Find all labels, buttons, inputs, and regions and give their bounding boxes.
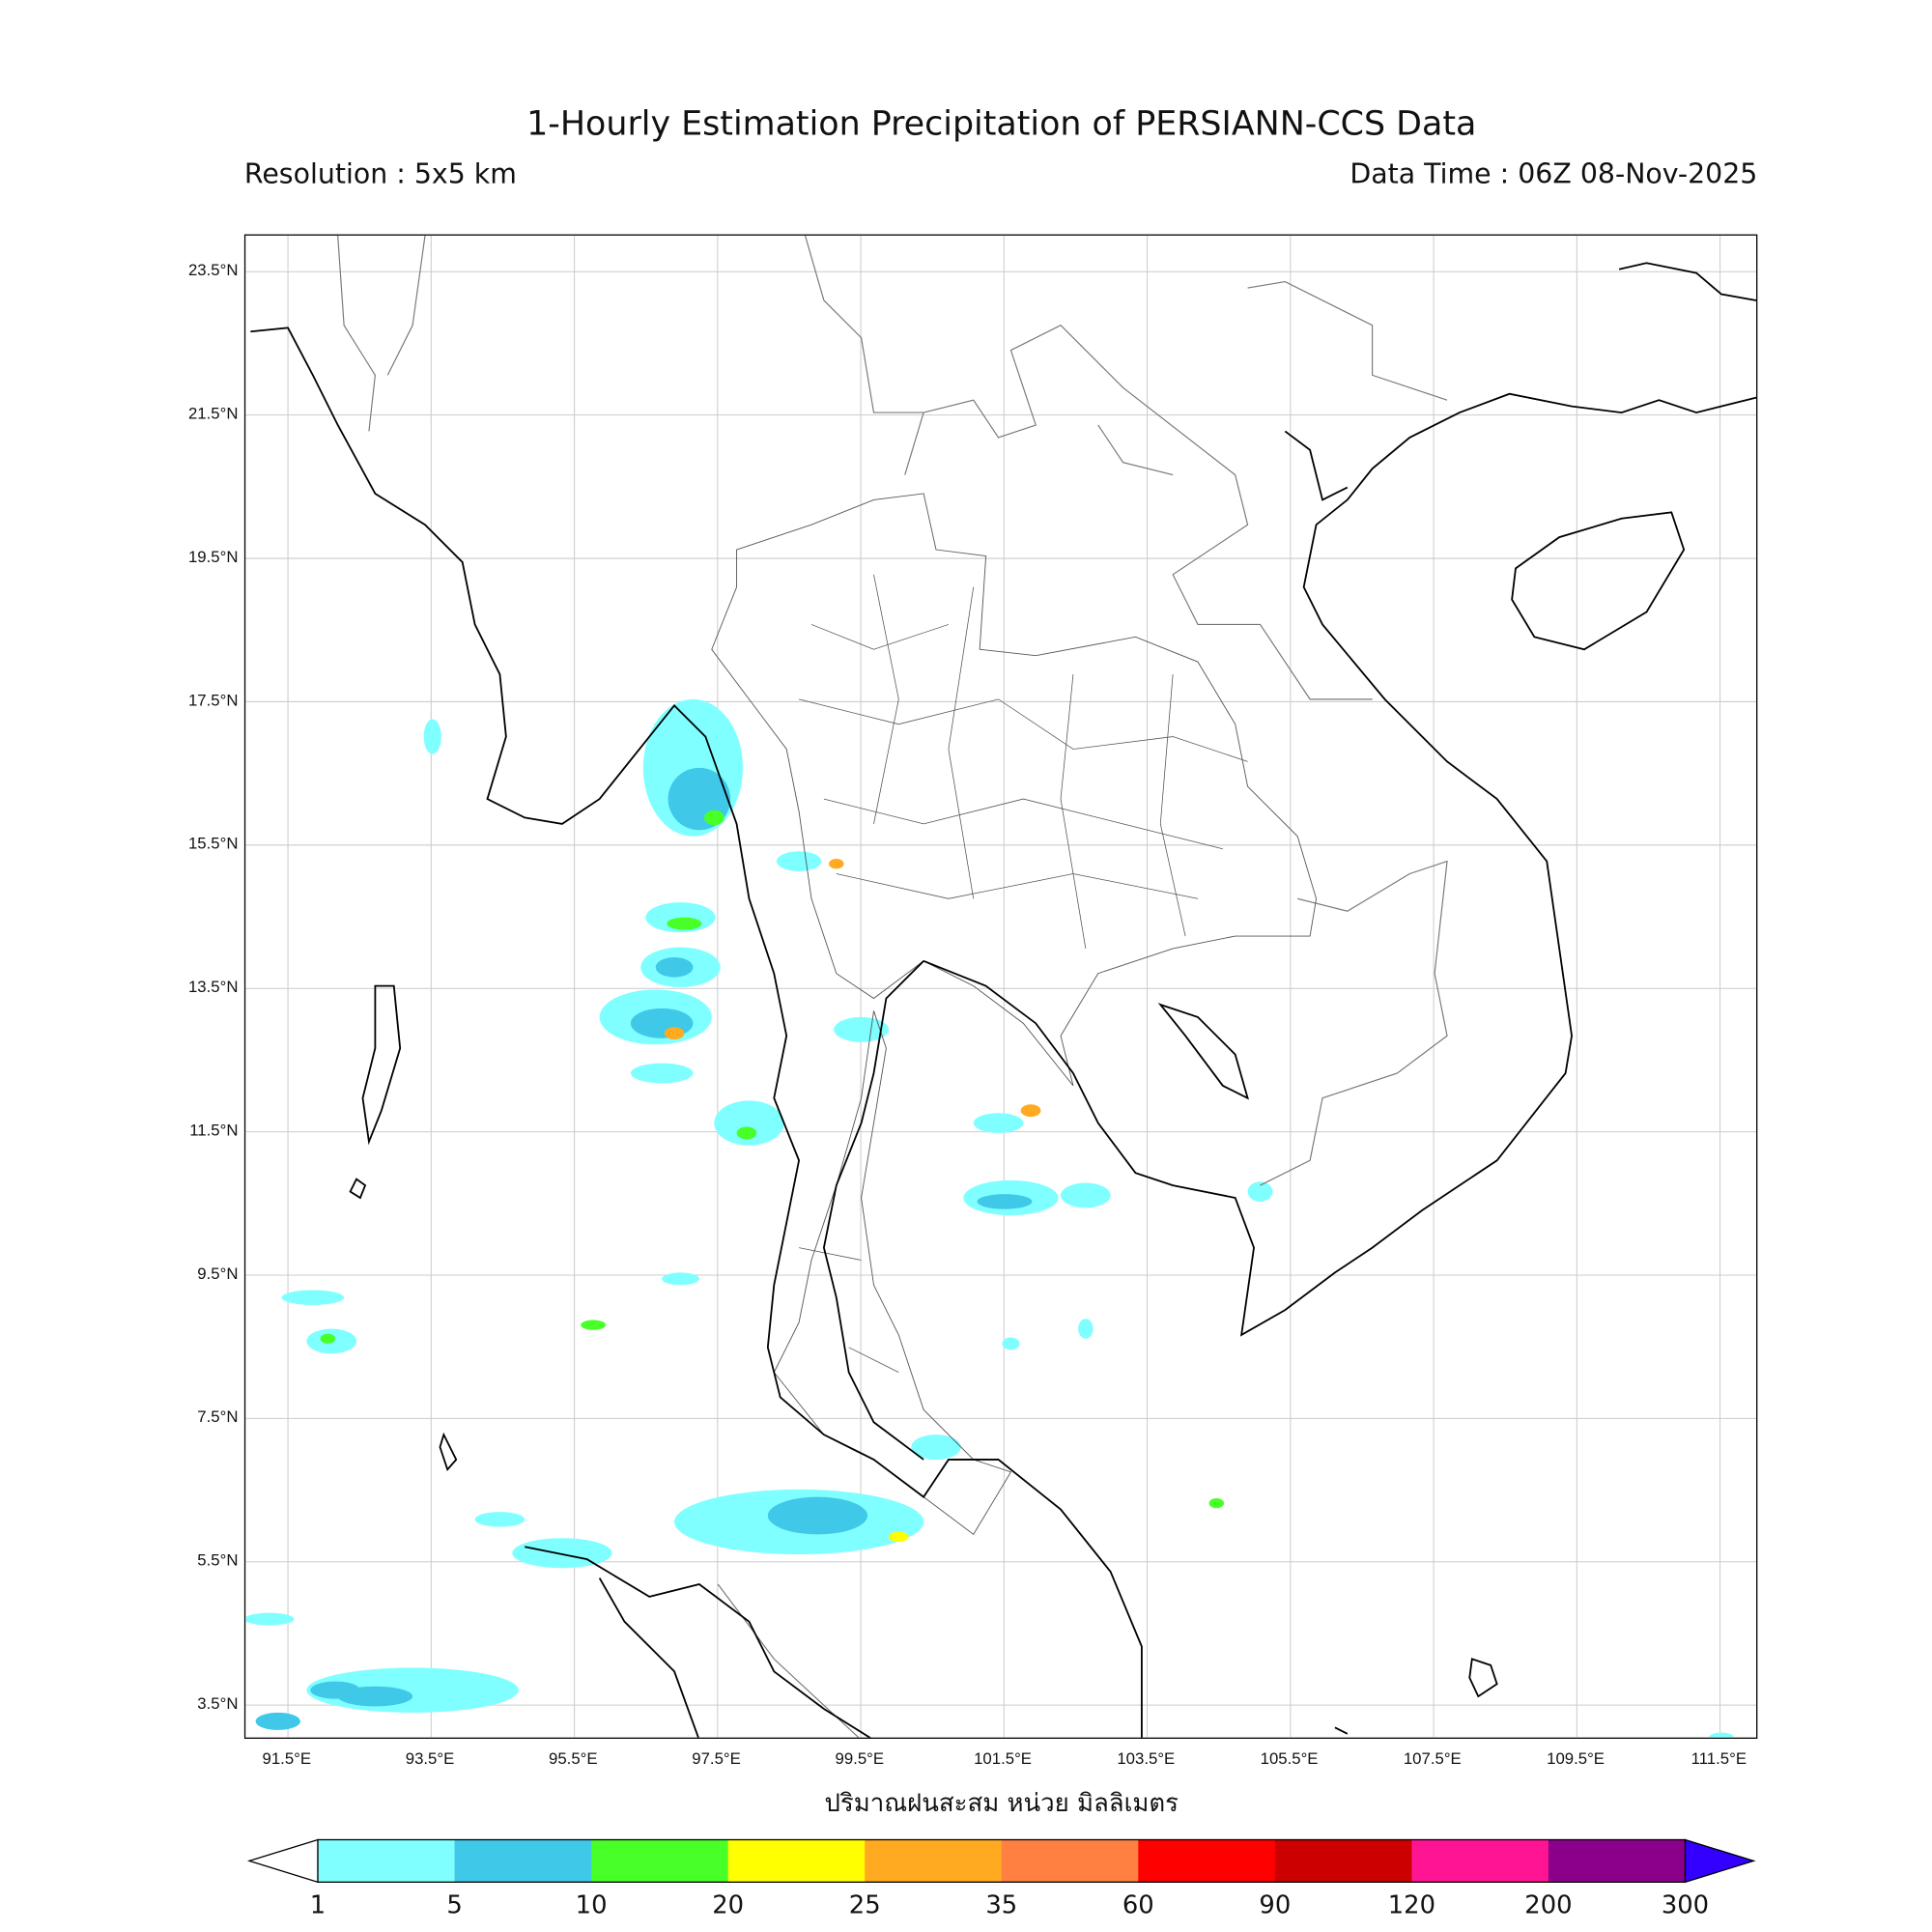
colorbar-tick-label: 200 (1524, 1889, 1573, 1920)
lat-tick-label: 17.5°N (187, 690, 239, 710)
rain-cell (667, 917, 702, 930)
rain-cell (1078, 1319, 1094, 1339)
rain-cell (834, 1016, 889, 1042)
colorbar-segment (1411, 1839, 1549, 1883)
rain-cell (973, 1113, 1024, 1133)
lat-tick-label: 19.5°N (187, 547, 239, 566)
rain-cell (1247, 1181, 1273, 1202)
colorbar-tick-label: 120 (1387, 1889, 1436, 1920)
lat-tick-label: 11.5°N (189, 1120, 239, 1140)
colorbar-tick-label: 5 (446, 1889, 463, 1920)
colorbar-segment (1548, 1839, 1687, 1883)
colorbar-segment (1001, 1839, 1139, 1883)
colorbar-tick-label: 35 (985, 1889, 1018, 1920)
province-borders (711, 493, 1318, 1536)
colorbar-tick-label: 300 (1661, 1889, 1710, 1920)
precipitation-map (243, 234, 1758, 1739)
rain-cell (655, 956, 694, 978)
rain-cell (281, 1290, 345, 1305)
colorbar-tick-label: 60 (1122, 1889, 1154, 1920)
rain-cell (1061, 1182, 1111, 1208)
country-borders (337, 235, 1448, 1738)
rain-cell (767, 1496, 868, 1535)
lon-tick-label: 101.5°E (974, 1748, 1032, 1768)
lat-tick-label: 23.5°N (187, 260, 239, 280)
colorbar-segment (1274, 1839, 1413, 1883)
lat-tick-label: 13.5°N (187, 977, 239, 996)
chart-title: 1-Hourly Estimation Precipitation of PER… (526, 104, 1477, 144)
rain-cell (776, 851, 822, 871)
colorbar-segment (591, 1839, 729, 1883)
rain-cell (664, 1027, 685, 1040)
rain-cell (245, 1612, 295, 1626)
colorbar-tick-label: 10 (575, 1889, 608, 1920)
rain-cell (888, 1531, 909, 1543)
colorbar-tick-label: 1 (309, 1889, 327, 1920)
rain-cell (662, 1272, 699, 1286)
colorbar-segment (865, 1839, 1003, 1883)
precipitation-field (245, 698, 1734, 1738)
rain-cell (911, 1435, 961, 1460)
rain-cell (423, 719, 441, 754)
map-canvas (245, 235, 1757, 1738)
rain-cell (512, 1538, 612, 1569)
lat-tick-label: 9.5°N (197, 1264, 239, 1283)
lat-tick-label: 15.5°N (187, 834, 239, 853)
colorbar-tick-label: 20 (712, 1889, 745, 1920)
lon-tick-label: 105.5°E (1260, 1748, 1319, 1768)
lon-tick-label: 99.5°E (835, 1748, 885, 1768)
lat-tick-label: 21.5°N (187, 404, 239, 423)
resolution-label: Resolution : 5x5 km (243, 159, 517, 191)
rain-cell (714, 1100, 784, 1146)
lon-tick-label: 95.5°E (549, 1748, 598, 1768)
lat-tick-label: 7.5°N (197, 1406, 239, 1427)
colorbar (246, 1838, 1756, 1884)
lon-tick-label: 91.5°E (262, 1748, 312, 1768)
lat-tick-label: 3.5°N (197, 1693, 239, 1713)
rain-cell (1709, 1732, 1734, 1738)
colorbar-tick-label: 90 (1259, 1889, 1292, 1920)
lon-tick-label: 111.5°E (1690, 1748, 1747, 1768)
coastline (250, 262, 1757, 1738)
colorbar-under-arrow (246, 1838, 319, 1884)
colorbar-segment (318, 1839, 456, 1883)
rain-cell (474, 1512, 526, 1527)
rain-cell (1208, 1497, 1225, 1509)
rain-cell (1002, 1337, 1020, 1350)
colorbar-segment (1138, 1839, 1276, 1883)
rain-cell (704, 810, 724, 826)
colorbar-tick-label: 25 (848, 1889, 881, 1920)
lon-tick-label: 93.5°E (405, 1748, 455, 1768)
gridlines (245, 235, 1757, 1738)
rain-cell (581, 1320, 607, 1330)
data-time-label: Data Time : 06Z 08-Nov-2025 (1350, 159, 1758, 191)
lon-tick-label: 109.5°E (1547, 1748, 1605, 1768)
rain-cell (829, 859, 844, 869)
colorbar-segment (454, 1839, 592, 1883)
rain-cell (310, 1681, 360, 1699)
rain-cell (977, 1194, 1033, 1209)
rain-cell (736, 1126, 757, 1140)
rain-cell (1020, 1104, 1041, 1118)
lon-tick-label: 103.5°E (1117, 1748, 1176, 1768)
lat-tick-label: 5.5°N (197, 1550, 239, 1570)
rain-cell (630, 1063, 694, 1084)
unit-label: ปริมาณฝนสะสม หน่วย มิลลิเมตร (824, 1787, 1179, 1818)
colorbar-segment (727, 1839, 866, 1883)
lon-tick-label: 107.5°E (1403, 1748, 1462, 1768)
lon-tick-label: 97.5°E (692, 1748, 741, 1768)
rain-cell (320, 1333, 336, 1344)
rain-cell (255, 1712, 300, 1730)
colorbar-over-arrow (1684, 1838, 1756, 1884)
